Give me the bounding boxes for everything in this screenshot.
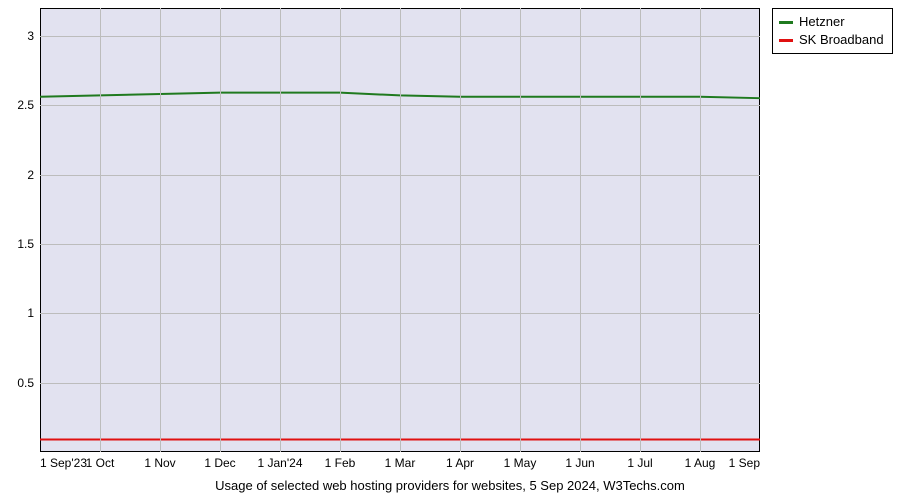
- gridline-vertical: [520, 8, 521, 452]
- gridline-vertical: [100, 8, 101, 452]
- x-tick-label: 1 Mar: [385, 452, 416, 470]
- gridline-vertical: [580, 8, 581, 452]
- gridline-vertical: [280, 8, 281, 452]
- x-tick-label: 1 Aug: [685, 452, 716, 470]
- chart-caption: Usage of selected web hosting providers …: [0, 478, 900, 493]
- x-tick-label: 1 Sep: [729, 452, 760, 470]
- gridline-vertical: [700, 8, 701, 452]
- y-tick-label: 1.5: [17, 237, 40, 251]
- legend-item: Hetzner: [779, 13, 884, 31]
- x-tick-label: 1 May: [504, 452, 537, 470]
- x-tick-label: 1 Dec: [204, 452, 235, 470]
- gridline-vertical: [220, 8, 221, 452]
- legend-swatch: [779, 39, 793, 42]
- caption-text: Usage of selected web hosting providers …: [215, 478, 685, 493]
- x-tick-label: 1 Feb: [325, 452, 356, 470]
- legend-label: Hetzner: [799, 13, 845, 31]
- x-tick-label: 1 Jun: [565, 452, 594, 470]
- x-tick-label: 1 Oct: [86, 452, 115, 470]
- gridline-vertical: [160, 8, 161, 452]
- x-tick-label: 1 Sep'23: [40, 452, 87, 470]
- x-tick-label: 1 Jan'24: [258, 452, 303, 470]
- gridline-vertical: [340, 8, 341, 452]
- y-tick-label: 3: [27, 29, 40, 43]
- x-tick-label: 1 Jul: [627, 452, 652, 470]
- legend-label: SK Broadband: [799, 31, 884, 49]
- x-tick-label: 1 Nov: [144, 452, 175, 470]
- plot-area: 0.511.522.531 Sep'231 Oct1 Nov1 Dec1 Jan…: [40, 8, 760, 452]
- y-tick-label: 1: [27, 306, 40, 320]
- legend: HetznerSK Broadband: [772, 8, 893, 54]
- gridline-vertical: [460, 8, 461, 452]
- chart-container: 0.5 1 1.5 2 2.5 3 1 Sep'231 Oct 1 Nov 1 Dec 1 Jan…: [0, 0, 900, 500]
- legend-swatch: [779, 21, 793, 24]
- y-tick-label: 2: [27, 168, 40, 182]
- gridline-vertical: [400, 8, 401, 452]
- y-tick-label: 2.5: [17, 98, 40, 112]
- y-tick-label: 0.5: [17, 376, 40, 390]
- legend-item: SK Broadband: [779, 31, 884, 49]
- x-tick-label: 1 Apr: [446, 452, 474, 470]
- gridline-vertical: [640, 8, 641, 452]
